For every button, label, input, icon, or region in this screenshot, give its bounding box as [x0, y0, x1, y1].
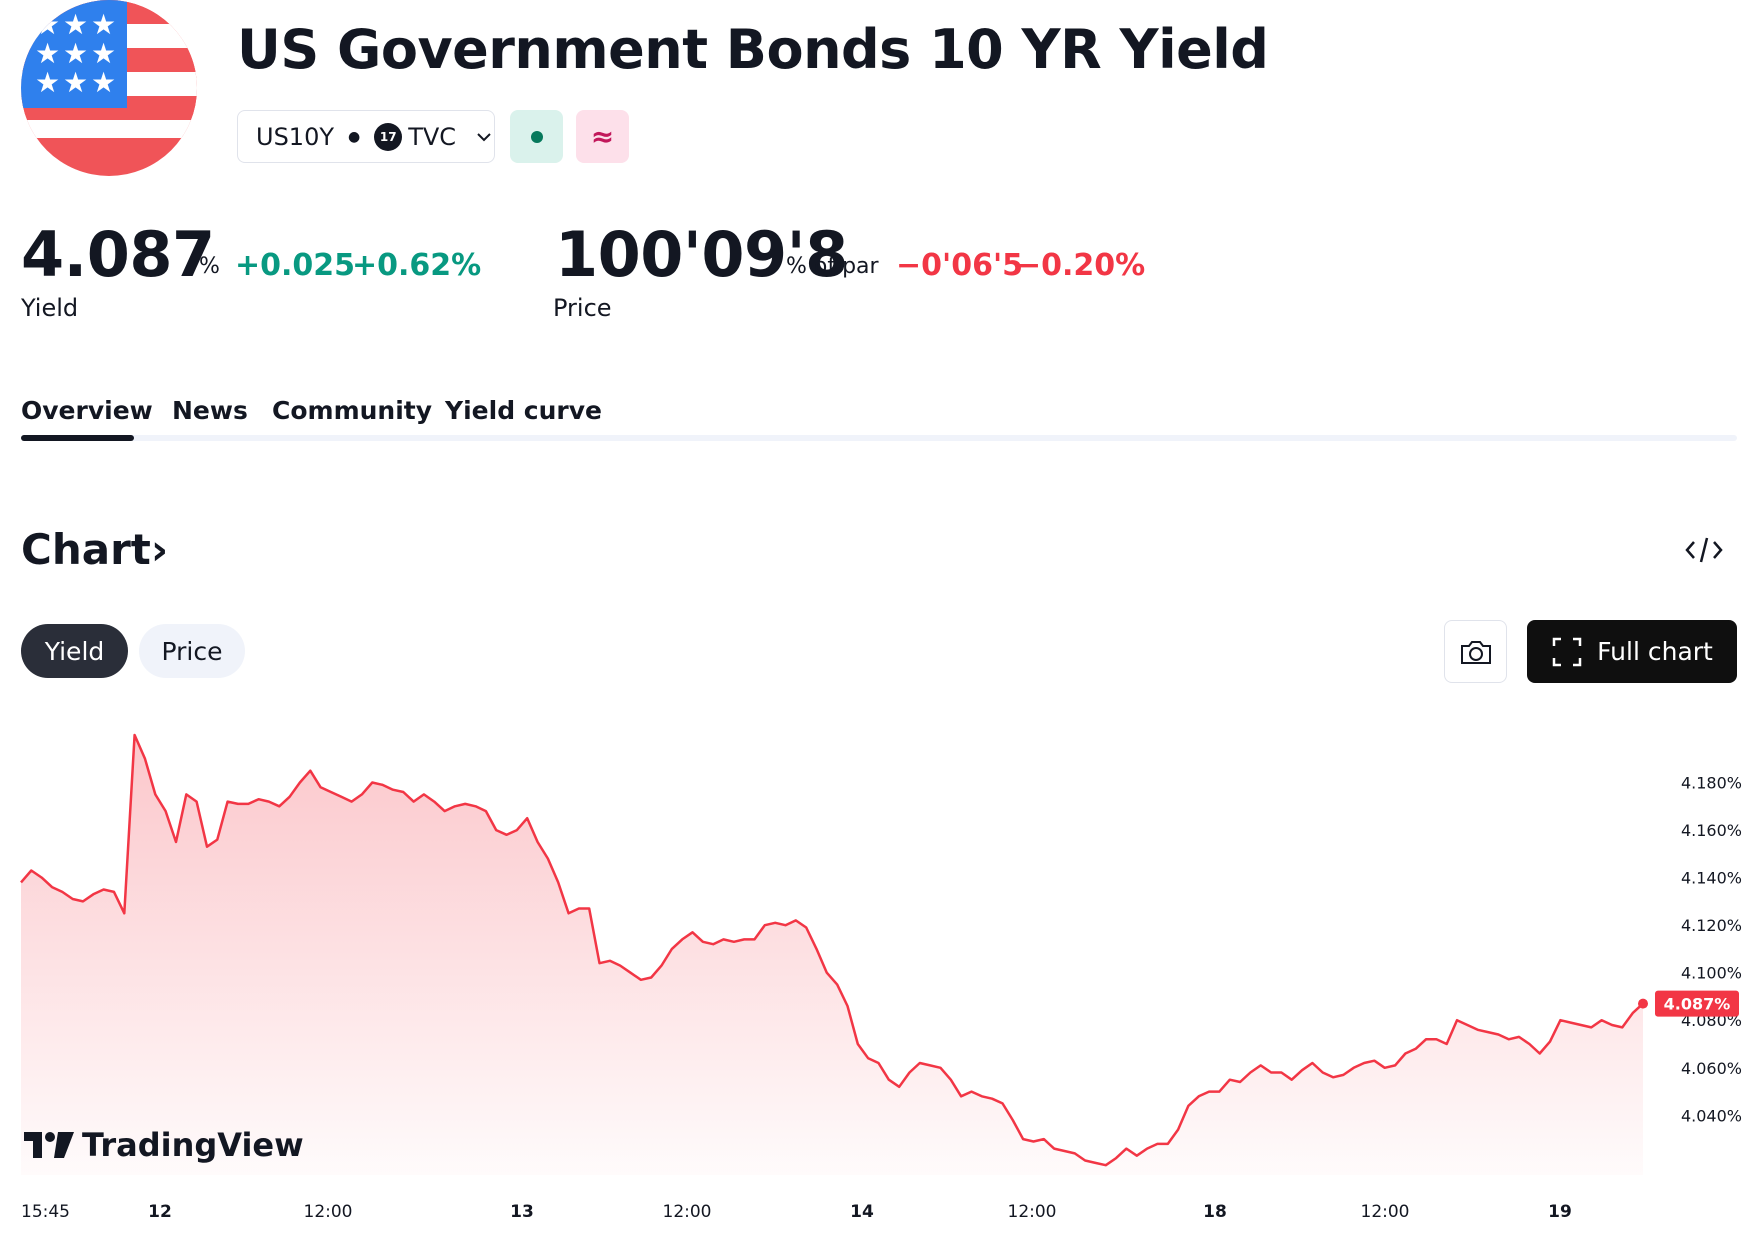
market-open-dot-icon[interactable] — [510, 110, 563, 163]
tradingview-watermark: TradingView — [24, 1126, 304, 1164]
chart-area-fill — [21, 735, 1643, 1175]
symbol-selector[interactable]: US10Y ● 17 TVC — [237, 110, 495, 163]
last-value-label: 4.087% — [1664, 995, 1731, 1014]
fullscreen-icon — [1552, 637, 1582, 666]
price-change-pct: −0.20% — [1016, 248, 1146, 283]
page-title: US Government Bonds 10 YR Yield — [237, 18, 1269, 81]
x-tick-label: 15:45 — [21, 1202, 70, 1222]
tab-overview[interactable]: Overview — [21, 396, 153, 425]
tab-yield-curve[interactable]: Yield curve — [445, 396, 602, 425]
last-value-dot — [1638, 998, 1648, 1009]
embed-code-icon[interactable] — [1684, 532, 1724, 568]
x-tick-label: 12:00 — [304, 1202, 353, 1222]
x-tick-label: 12:00 — [663, 1202, 712, 1222]
tab-news[interactable]: News — [172, 396, 248, 425]
chevron-down-icon — [477, 132, 491, 141]
chart-section-title: Chart — [21, 525, 151, 574]
svg-text:★: ★ — [91, 37, 116, 70]
full-chart-label: Full chart — [1597, 637, 1713, 666]
svg-text:★: ★ — [91, 66, 116, 99]
tabs-active-indicator — [21, 435, 134, 441]
x-tick-label: 18 — [1203, 1202, 1227, 1222]
svg-text:★: ★ — [63, 8, 88, 41]
tradingview-logo-icon: 17 — [374, 122, 403, 151]
price-value: 100'09'8 — [555, 218, 848, 291]
tab-community[interactable]: Community — [272, 396, 433, 425]
y-tick-label: 4.160% — [1681, 821, 1742, 840]
y-tick-label: 4.060% — [1681, 1059, 1742, 1078]
x-tick-label: 12 — [148, 1202, 172, 1222]
yield-chart[interactable]: 4.040%4.060%4.080%4.100%4.120%4.140%4.16… — [0, 700, 1764, 1240]
chevron-right-icon: › — [150, 525, 169, 574]
yield-change: +0.025 — [235, 248, 356, 283]
x-tick-label: 13 — [510, 1202, 534, 1222]
y-tick-label: 4.100% — [1681, 964, 1742, 983]
yield-change-pct: +0.62% — [352, 248, 482, 283]
svg-text:★: ★ — [35, 37, 60, 70]
svg-text:★: ★ — [63, 37, 88, 70]
svg-text:★: ★ — [63, 66, 88, 99]
yield-label: Yield — [21, 294, 79, 322]
camera-icon — [1460, 640, 1491, 664]
toggle-yield[interactable]: Yield — [21, 624, 128, 678]
price-change: −0'06'5 — [896, 248, 1024, 283]
y-tick-label: 4.140% — [1681, 869, 1742, 888]
chart-series-line — [20, 733, 1644, 1167]
x-tick-label: 19 — [1548, 1202, 1572, 1222]
y-tick-label: 4.180% — [1681, 774, 1742, 793]
us-flag-icon: ★ ★ ★ ★ ★ ★ ★ ★ ★ — [21, 0, 197, 176]
x-tick-label: 12:00 — [1008, 1202, 1057, 1222]
last-value-badge — [1655, 990, 1739, 1017]
tradingview-logo-icon — [24, 1132, 74, 1158]
price-label: Price — [553, 294, 612, 322]
approx-icon[interactable]: ≈ — [576, 110, 629, 163]
toggle-price[interactable]: Price — [139, 624, 245, 678]
symbol-ticker: US10Y — [256, 122, 334, 151]
snapshot-button[interactable] — [1444, 620, 1507, 683]
full-chart-button[interactable]: Full chart — [1527, 620, 1737, 683]
svg-text:★: ★ — [91, 8, 116, 41]
tabs-underline-rail — [21, 435, 1737, 441]
x-tick-label: 12:00 — [1361, 1202, 1410, 1222]
price-unit: % of par — [786, 254, 879, 279]
yield-unit: % — [199, 254, 220, 279]
exchange-name: TVC — [408, 122, 457, 151]
chart-section-link[interactable]: Chart› — [21, 525, 168, 574]
y-tick-label: 4.120% — [1681, 916, 1742, 935]
y-tick-label: 4.040% — [1681, 1106, 1742, 1125]
separator-dot: ● — [348, 128, 361, 145]
svg-text:★: ★ — [35, 66, 60, 99]
watermark-text: TradingView — [82, 1126, 304, 1164]
yield-value: 4.087 — [21, 218, 215, 291]
x-tick-label: 14 — [850, 1202, 874, 1222]
